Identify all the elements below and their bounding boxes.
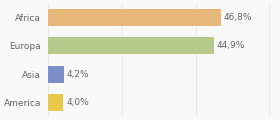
Text: 46,8%: 46,8% — [223, 13, 252, 22]
Text: 4,2%: 4,2% — [67, 70, 90, 79]
Bar — [48, 37, 214, 54]
Text: 44,9%: 44,9% — [216, 41, 245, 50]
Bar — [48, 94, 63, 111]
Bar — [48, 66, 64, 83]
Text: 4,0%: 4,0% — [66, 98, 89, 107]
Bar — [48, 9, 221, 26]
